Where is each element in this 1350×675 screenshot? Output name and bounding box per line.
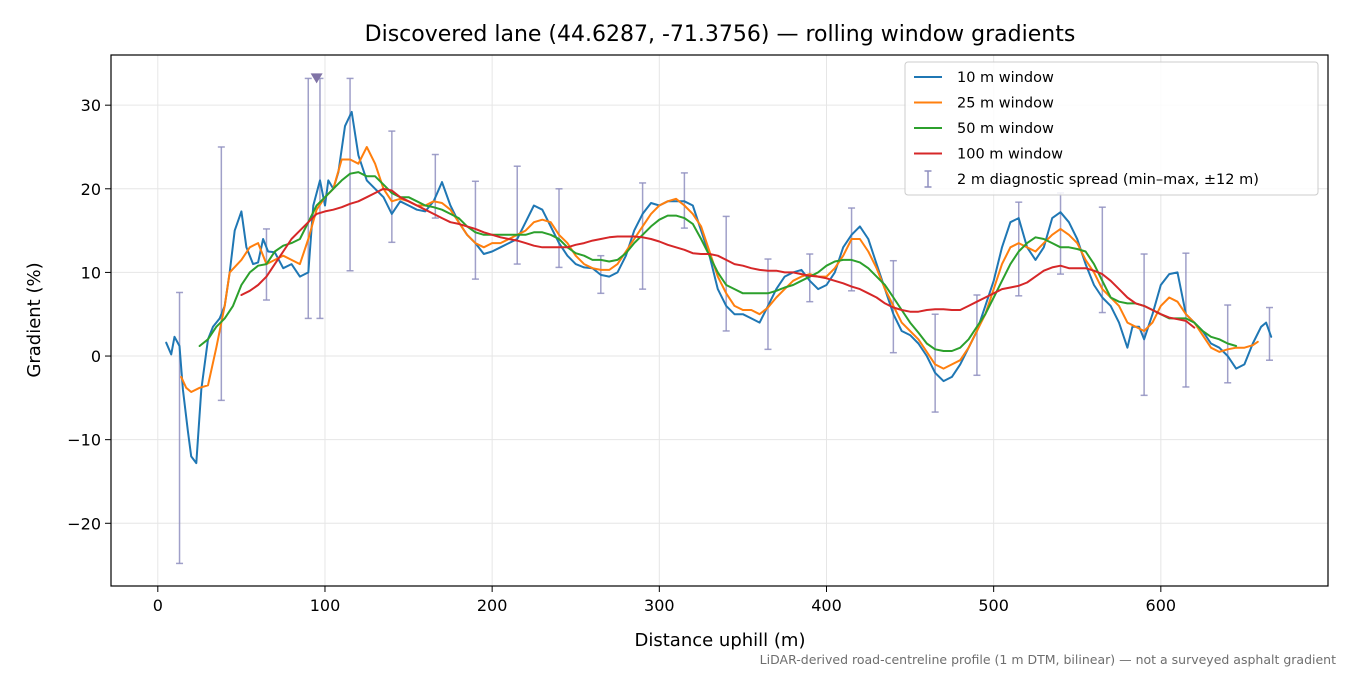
legend: 10 m window 25 m window 50 m window 100 m w… xyxy=(904,61,1319,196)
legend-label: 2 m diagnostic spread (min–max, ±12 m) xyxy=(957,172,1259,188)
legend-label: 50 m window xyxy=(957,121,1054,137)
x-axis-label: Distance uphill (m) xyxy=(635,630,806,651)
x-tick-label: 0 xyxy=(153,596,163,615)
error-bar xyxy=(176,291,184,565)
series-lines xyxy=(165,110,1273,465)
error-bar xyxy=(1098,206,1106,314)
error-bar xyxy=(555,188,563,269)
y-tick-label: −20 xyxy=(67,514,101,533)
y-tick-label: 30 xyxy=(81,96,101,115)
error-bar xyxy=(973,294,981,377)
legend-label: 10 m window xyxy=(957,70,1054,86)
error-bar xyxy=(304,77,312,320)
y-tick-label: 10 xyxy=(81,263,101,282)
error-bar xyxy=(217,146,225,402)
error-bar xyxy=(722,215,730,332)
x-tick-label: 300 xyxy=(644,596,675,615)
x-tick-label: 400 xyxy=(811,596,842,615)
legend-label: 100 m window xyxy=(957,147,1063,163)
legend-box xyxy=(904,61,1319,196)
legend-item: 2 m diagnostic spread (min–max, ±12 m) xyxy=(924,170,1259,188)
series-line-4 xyxy=(240,187,1196,329)
marker-layer xyxy=(310,73,323,84)
chart-title: Discovered lane (44.6287, -71.3756) — ro… xyxy=(365,22,1076,47)
plot-frame xyxy=(110,54,1329,587)
x-tick-label: 600 xyxy=(1146,596,1177,615)
legend-item: 10 m window xyxy=(914,70,1054,86)
error-bar xyxy=(848,207,856,292)
error-bar xyxy=(513,165,521,265)
series-line-2 xyxy=(180,146,1259,393)
y-tick-label: −10 xyxy=(67,431,101,450)
x-tick-label: 200 xyxy=(477,596,508,615)
y-tick-label: 0 xyxy=(91,347,101,366)
legend-item: 25 m window xyxy=(914,96,1054,112)
error-bar xyxy=(471,180,479,280)
error-bar xyxy=(806,253,814,303)
grid xyxy=(111,55,1328,586)
footnote: LiDAR-derived road-centreline profile (1… xyxy=(760,652,1336,667)
error-bars xyxy=(176,77,1273,565)
x-tick-label: 500 xyxy=(978,596,1009,615)
y-axis-label: Gradient (%) xyxy=(24,262,45,377)
error-bar xyxy=(388,130,396,244)
error-bar xyxy=(1140,253,1148,397)
legend-item: 50 m window xyxy=(914,121,1054,137)
legend-item: 100 m window xyxy=(914,147,1063,163)
axis-ticks: 0 100 200 300 400 500 600 −20 −10 0 10 20 30 xyxy=(67,96,1176,615)
x-tick-label: 100 xyxy=(310,596,341,615)
series-line-3 xyxy=(198,171,1238,352)
peak-marker xyxy=(310,73,323,84)
legend-label: 25 m window xyxy=(957,96,1054,112)
y-tick-label: 20 xyxy=(81,180,101,199)
